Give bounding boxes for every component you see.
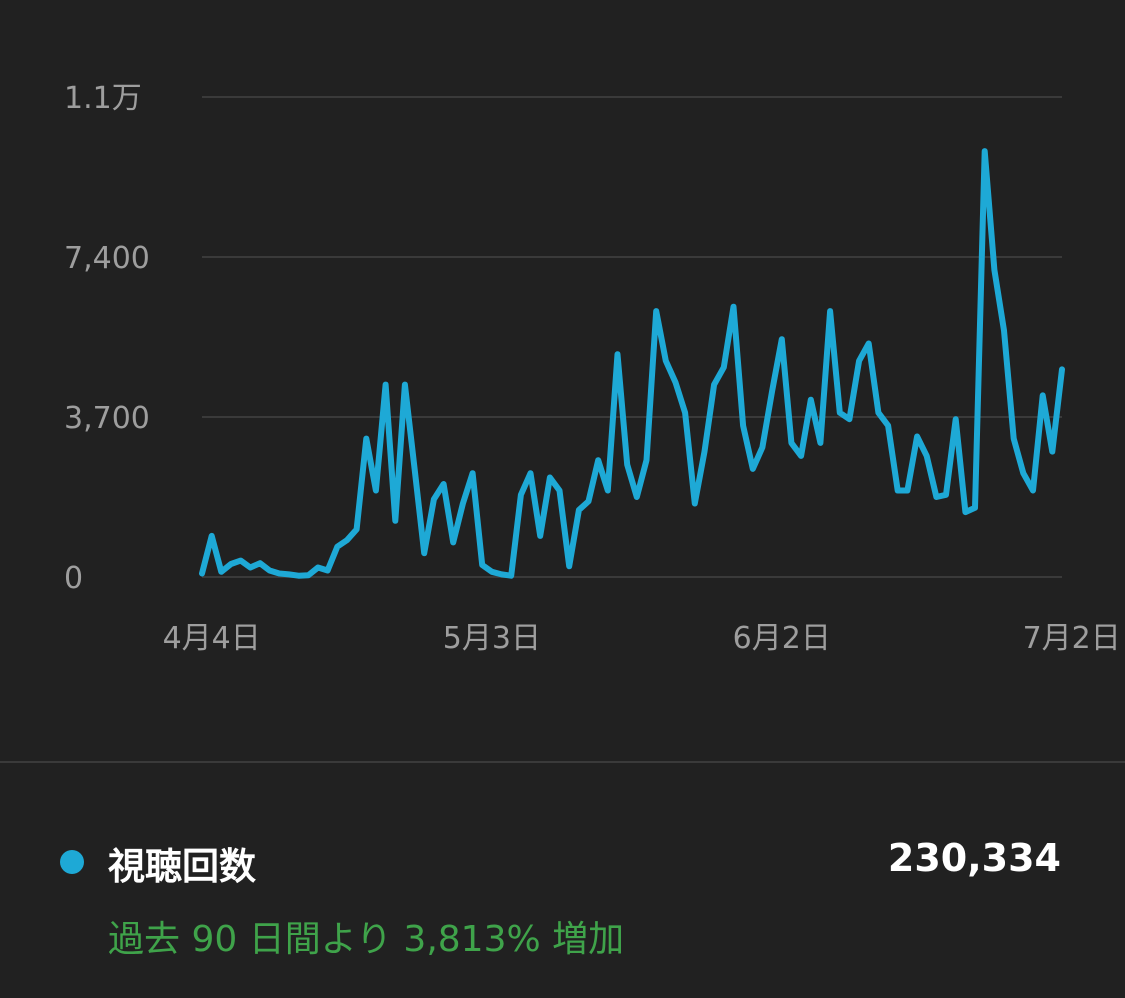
views-line-chart: 0 3,700 7,400 1.1万 4月4日 5月3日 6月2日 7月2日 — [64, 81, 1121, 656]
legend-row[interactable]: 視聴回数 230,334 — [0, 830, 1125, 894]
metric-label: 視聴回数 — [108, 845, 256, 888]
section-divider — [0, 761, 1125, 763]
y-tick-label: 0 — [64, 561, 83, 596]
x-tick-label: 5月3日 — [443, 621, 541, 656]
x-tick-label: 6月2日 — [733, 621, 831, 656]
y-tick-label: 7,400 — [64, 241, 150, 276]
series-line-views — [199, 148, 1065, 579]
metric-total: 230,334 — [887, 836, 1061, 880]
x-tick-label: 4月4日 — [163, 621, 261, 656]
y-axis-ticks: 0 3,700 7,400 1.1万 — [64, 81, 150, 596]
series-layer — [199, 148, 1065, 579]
y-tick-label: 1.1万 — [64, 81, 142, 116]
x-axis-ticks: 4月4日 5月3日 6月2日 7月2日 — [163, 621, 1121, 656]
comparison-text: 過去 90 日間より 3,813% 増加 — [108, 919, 625, 960]
series-color-dot — [60, 850, 84, 874]
grid-lines — [202, 96, 1062, 578]
x-tick-label: 7月2日 — [1023, 621, 1121, 656]
y-tick-label: 3,700 — [64, 401, 150, 436]
